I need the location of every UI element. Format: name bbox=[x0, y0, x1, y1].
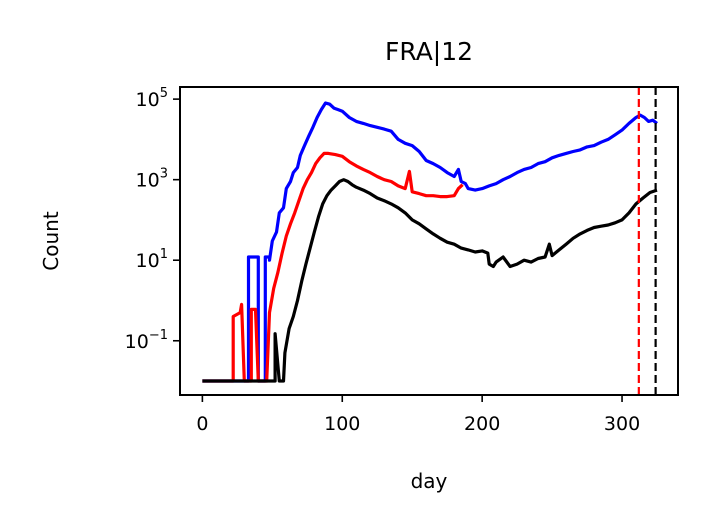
x-axis-label: day bbox=[411, 469, 448, 493]
y-tick-label: 101 bbox=[136, 247, 168, 272]
plot-area bbox=[202, 87, 658, 395]
x-tick-label: 0 bbox=[196, 413, 208, 435]
series-line-3 bbox=[202, 178, 658, 383]
y-tick-label: 105 bbox=[136, 86, 168, 111]
y-tick-label: 103 bbox=[136, 167, 168, 192]
x-tick-label: 100 bbox=[324, 413, 360, 435]
y-axis: 10−1 101 103 105 bbox=[125, 86, 180, 353]
chart-title: FRA|12 bbox=[385, 37, 473, 66]
x-tick-label: 200 bbox=[464, 413, 500, 435]
series-line-2 bbox=[202, 151, 464, 383]
x-axis: 0 100 200 300 bbox=[196, 395, 640, 435]
y-axis-label: Count bbox=[39, 211, 63, 271]
x-tick-label: 300 bbox=[604, 413, 640, 435]
series-line-1 bbox=[202, 101, 658, 383]
plot-frame bbox=[179, 86, 679, 396]
y-tick-label: 10−1 bbox=[125, 328, 168, 353]
